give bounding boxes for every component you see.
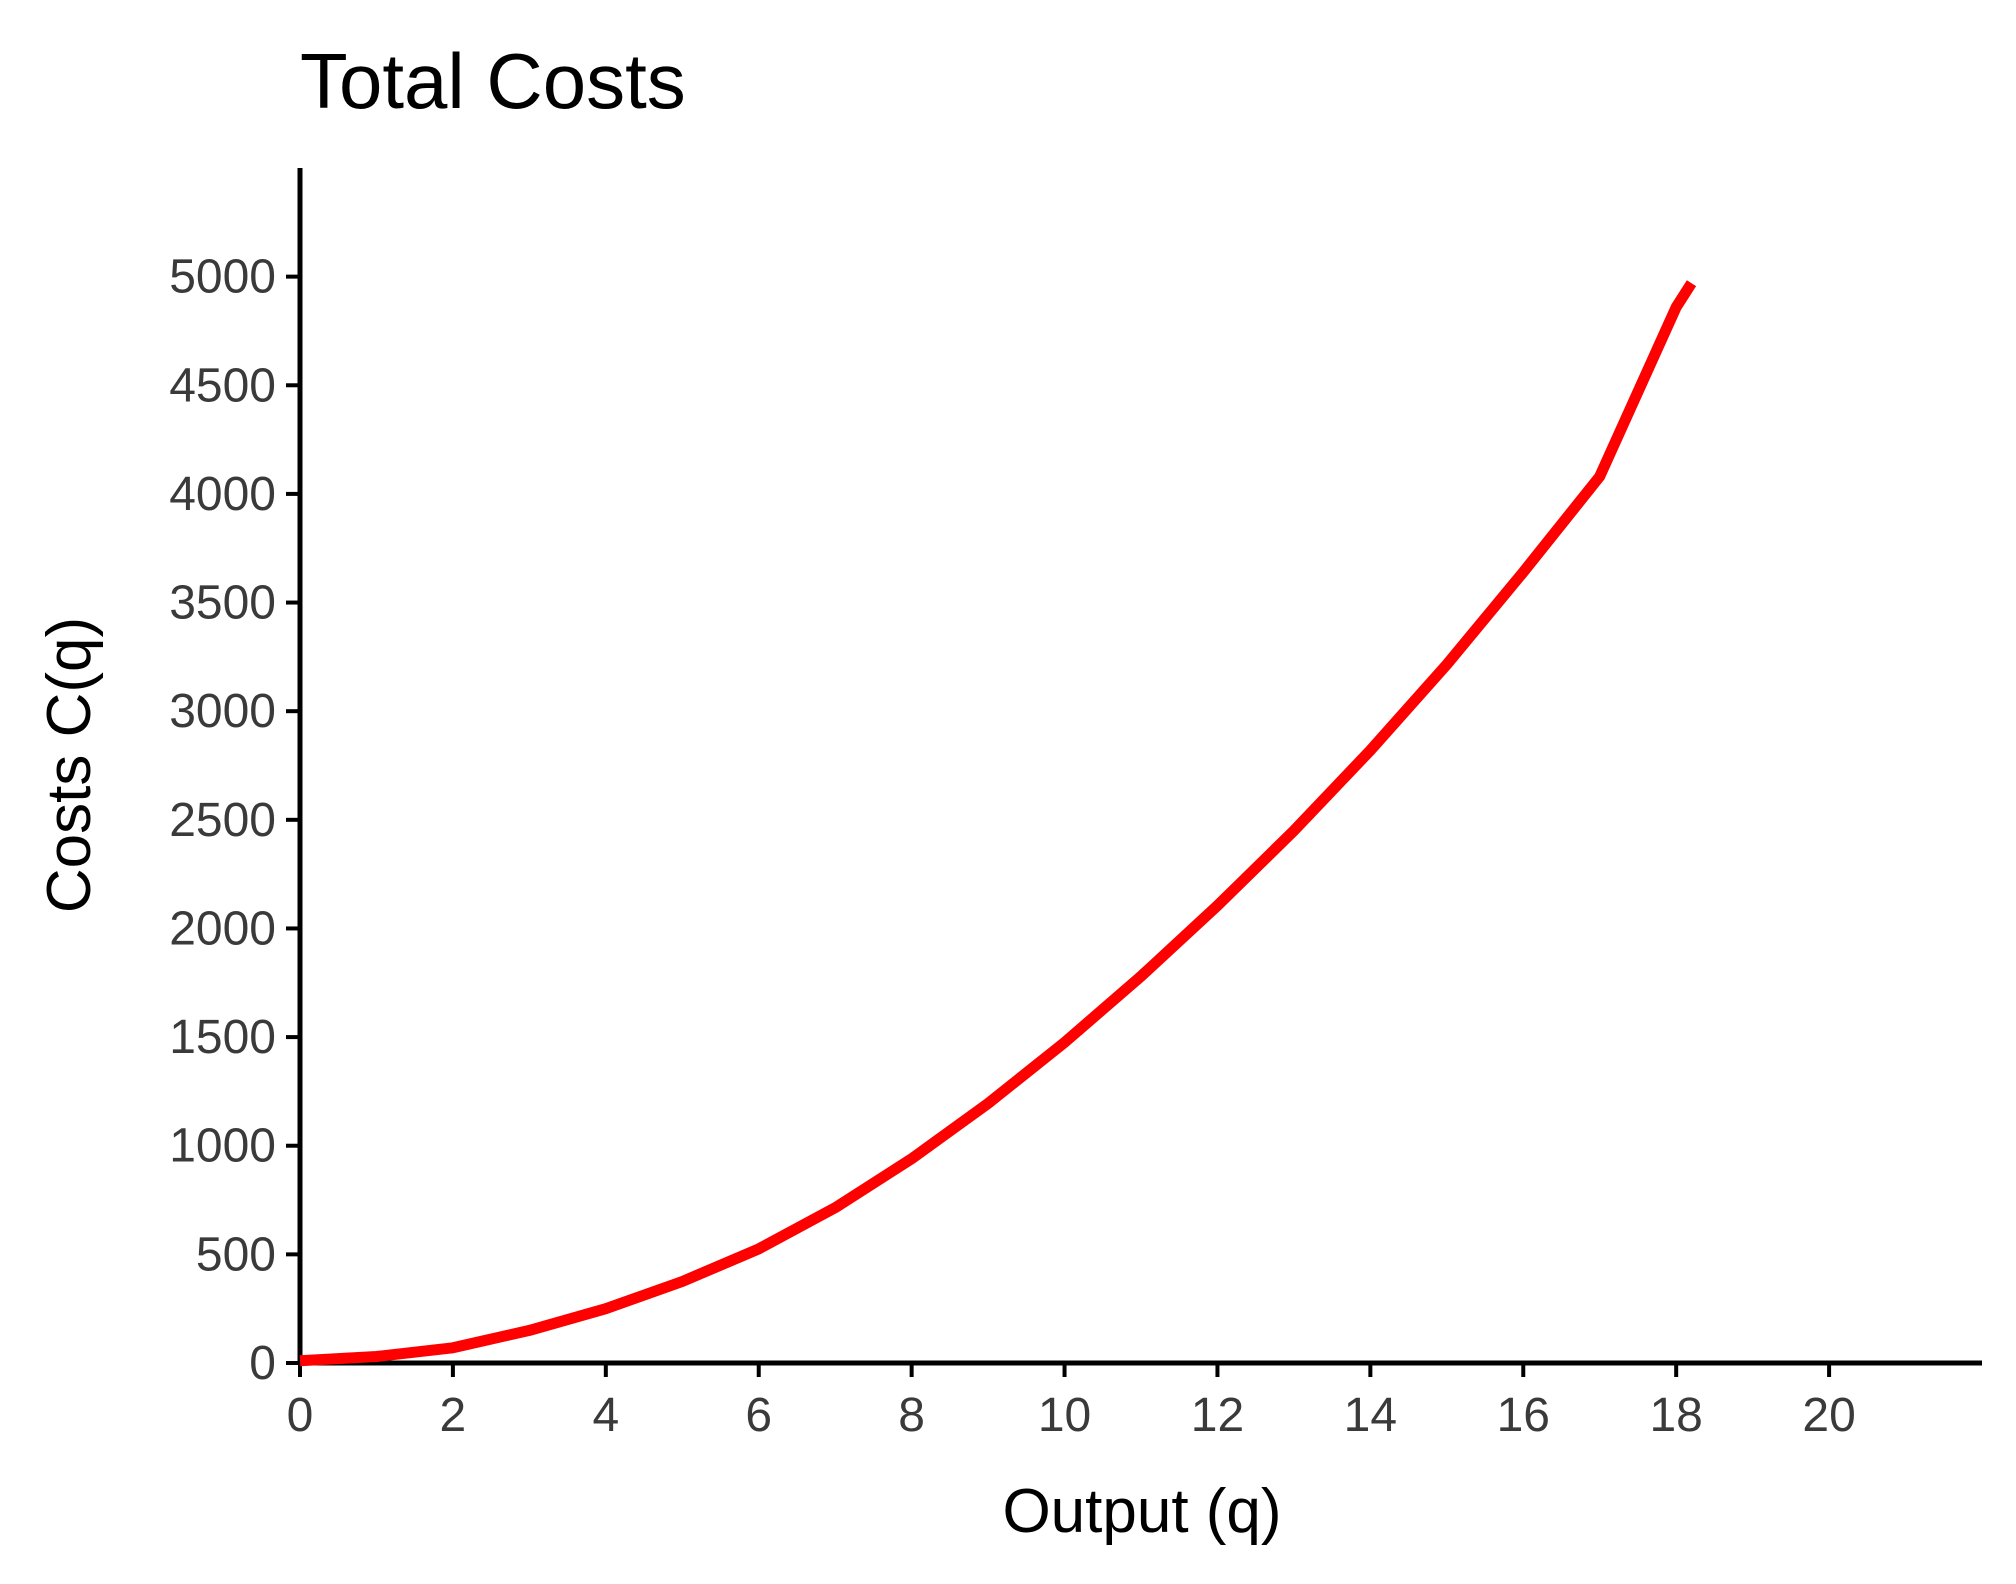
- x-axis-title: Output (q): [1002, 1477, 1281, 1546]
- y-tick-label: 3500: [169, 577, 276, 630]
- x-tick-label: 6: [745, 1389, 772, 1442]
- x-tick-label: 14: [1344, 1389, 1397, 1442]
- x-tick-label: 18: [1649, 1389, 1702, 1442]
- y-tick-label: 500: [196, 1228, 276, 1281]
- x-tick-label: 12: [1191, 1389, 1244, 1442]
- y-tick-label: 4000: [169, 468, 276, 521]
- y-tick-label: 0: [249, 1337, 276, 1390]
- y-axis-title: Costs C(q): [35, 617, 104, 913]
- y-ticks: 0 500 1000 1500 2000 2500 3000 3500 4000 4500 5000: [169, 251, 300, 1390]
- x-tick-label: 10: [1038, 1389, 1091, 1442]
- y-tick-label: 3000: [169, 685, 276, 738]
- y-tick-label: 1500: [169, 1011, 276, 1064]
- x-tick-label: 0: [287, 1389, 314, 1442]
- y-tick-label: 2000: [169, 902, 276, 955]
- chart-title: Total Costs: [300, 37, 686, 125]
- y-tick-label: 4500: [169, 359, 276, 412]
- x-tick-label: 4: [592, 1389, 619, 1442]
- x-tick-label: 16: [1497, 1389, 1550, 1442]
- x-tick-label: 8: [898, 1389, 925, 1442]
- series-layer: [299, 280, 1697, 1367]
- total-cost-curve: [299, 280, 1697, 1367]
- y-tick-label: 5000: [169, 251, 276, 304]
- x-tick-label: 20: [1802, 1389, 1855, 1442]
- y-tick-label: 1000: [169, 1120, 276, 1173]
- x-tick-label: 2: [440, 1389, 467, 1442]
- y-tick-label: 2500: [169, 794, 276, 847]
- x-ticks: 0 2 4 6 8 10 12 14 16 18 20: [287, 1363, 1856, 1442]
